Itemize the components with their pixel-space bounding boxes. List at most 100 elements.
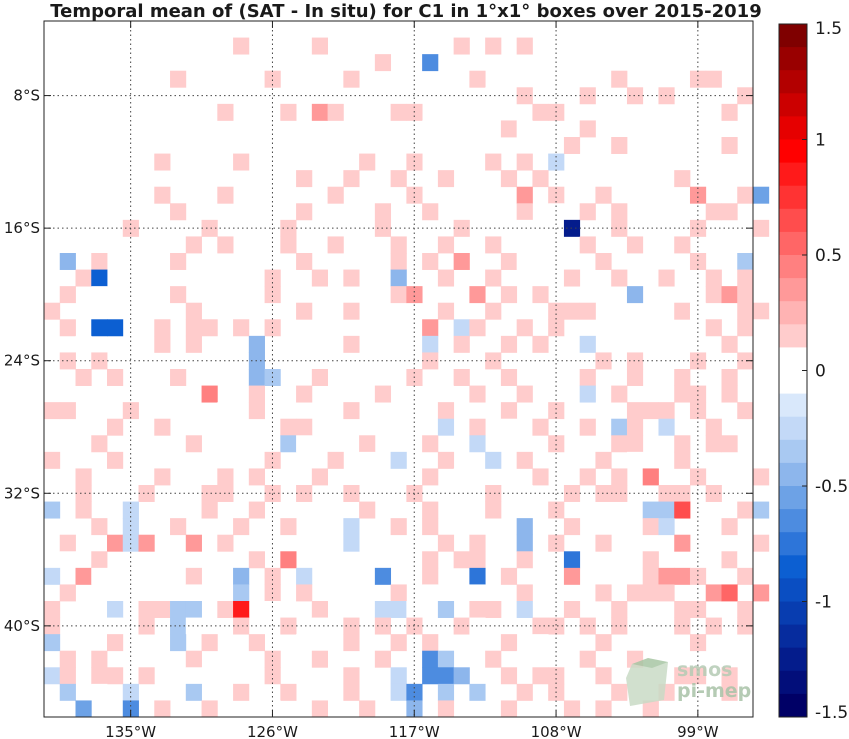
- heatmap-cell: [75, 567, 92, 585]
- heatmap-cell: [390, 286, 407, 304]
- heatmap-cell: [359, 451, 376, 469]
- heatmap-cell: [626, 402, 644, 420]
- heatmap-cell: [185, 236, 202, 254]
- heatmap-cell: [737, 601, 754, 618]
- heatmap-cell: [217, 601, 234, 618]
- heatmap-cell: [642, 567, 659, 585]
- heatmap-cell: [75, 700, 92, 718]
- heatmap-cell: [674, 667, 691, 685]
- colorbar-swatch: [779, 162, 807, 187]
- heatmap-cell: [532, 286, 549, 304]
- heatmap-cell: [579, 369, 596, 386]
- heatmap-cell: [91, 567, 108, 585]
- heatmap-cell: [154, 601, 171, 618]
- heatmap-cell: [579, 418, 596, 436]
- heatmap-cell: [422, 203, 439, 221]
- heatmap-cell: [233, 617, 250, 635]
- heatmap-cell: [170, 369, 187, 386]
- heatmap-cell: [107, 451, 124, 469]
- heatmap-cell: [280, 435, 297, 453]
- heatmap-cell: [674, 617, 691, 635]
- heatmap-cell: [217, 186, 234, 204]
- heatmap-cell: [516, 601, 533, 618]
- colorbar-tick-label: -0.5: [815, 477, 848, 497]
- heatmap-cell: [516, 203, 533, 221]
- x-tick-label: 99°W: [677, 723, 719, 739]
- heatmap-cell: [311, 468, 328, 486]
- heatmap-cell: [170, 601, 187, 618]
- heatmap-cell: [485, 485, 502, 502]
- heatmap-cell: [343, 269, 360, 287]
- heatmap-cell: [500, 634, 518, 652]
- heatmap-cell: [579, 120, 596, 138]
- heatmap-cell: [201, 501, 218, 519]
- heatmap-cell: [327, 567, 344, 585]
- colorbar-swatch: [779, 70, 807, 94]
- colorbar-swatch: [779, 185, 807, 210]
- heatmap-cell: [154, 567, 171, 585]
- colorbar-swatch: [779, 278, 807, 302]
- heatmap-cell: [122, 567, 139, 585]
- heatmap-cell: [122, 700, 139, 718]
- heatmap-cell: [107, 567, 124, 585]
- heatmap-cell: [422, 120, 439, 138]
- heatmap-cell: [579, 385, 596, 403]
- heatmap-cell: [532, 634, 549, 652]
- colorbar-swatch: [779, 555, 807, 579]
- heatmap-cell: [201, 319, 218, 337]
- heatmap-cell: [626, 286, 644, 304]
- heatmap-cell: [674, 369, 691, 386]
- heatmap-cell: [59, 667, 76, 685]
- heatmap-cell: [595, 352, 612, 370]
- heatmap-cell: [343, 534, 360, 552]
- heatmap-cell: [485, 87, 502, 105]
- heatmap-cell: [138, 485, 155, 502]
- heatmap-cell: [516, 551, 533, 569]
- heatmap-cell: [705, 269, 722, 287]
- heatmap-cell: [737, 253, 754, 270]
- heatmap-cell: [642, 584, 659, 602]
- heatmap-cell: [264, 286, 281, 304]
- heatmap-cell: [233, 567, 250, 585]
- heatmap-cell: [343, 335, 360, 353]
- heatmap-cell: [185, 567, 202, 585]
- heatmap-cell: [721, 435, 738, 453]
- heatmap-cell: [611, 385, 628, 403]
- heatmap-cell: [516, 485, 533, 502]
- colorbar-swatch: [779, 439, 807, 464]
- colorbar-swatch: [779, 347, 807, 371]
- heatmap-cell: [390, 601, 407, 618]
- heatmap-cell: [264, 667, 281, 685]
- heatmap-cell: [753, 319, 770, 337]
- heatmap-cell: [248, 501, 265, 519]
- heatmap-cell: [280, 103, 297, 121]
- heatmap-cell: [311, 269, 328, 287]
- colorbar-swatch: [779, 693, 807, 718]
- heatmap-cell: [689, 253, 707, 270]
- heatmap-cell: [500, 667, 518, 685]
- heatmap-cell: [595, 667, 612, 685]
- heatmap-cell: [107, 584, 124, 602]
- heatmap-cell: [343, 302, 360, 320]
- heatmap-cell: [422, 650, 439, 668]
- heatmap-cell: [658, 518, 675, 536]
- heatmap-cell: [626, 87, 644, 105]
- heatmap-cell: [390, 634, 407, 652]
- heatmap-cell: [674, 601, 691, 618]
- heatmap-cell: [248, 385, 265, 403]
- colorbar-swatch: [779, 93, 807, 117]
- heatmap-cell: [500, 567, 518, 585]
- heatmap-cell: [248, 402, 265, 420]
- heatmap-cell: [374, 54, 392, 72]
- heatmap-cell: [579, 335, 596, 353]
- heatmap-cell: [753, 534, 770, 552]
- heatmap-cell: [532, 335, 549, 353]
- heatmap-cell: [91, 435, 108, 453]
- heatmap-cell: [485, 302, 502, 320]
- heatmap-cell: [107, 319, 124, 337]
- heatmap-cell: [579, 617, 596, 635]
- heatmap-cell: [595, 70, 612, 88]
- heatmap-cell: [75, 468, 92, 486]
- heatmap-cell: [642, 700, 659, 718]
- heatmap-cell: [437, 451, 455, 469]
